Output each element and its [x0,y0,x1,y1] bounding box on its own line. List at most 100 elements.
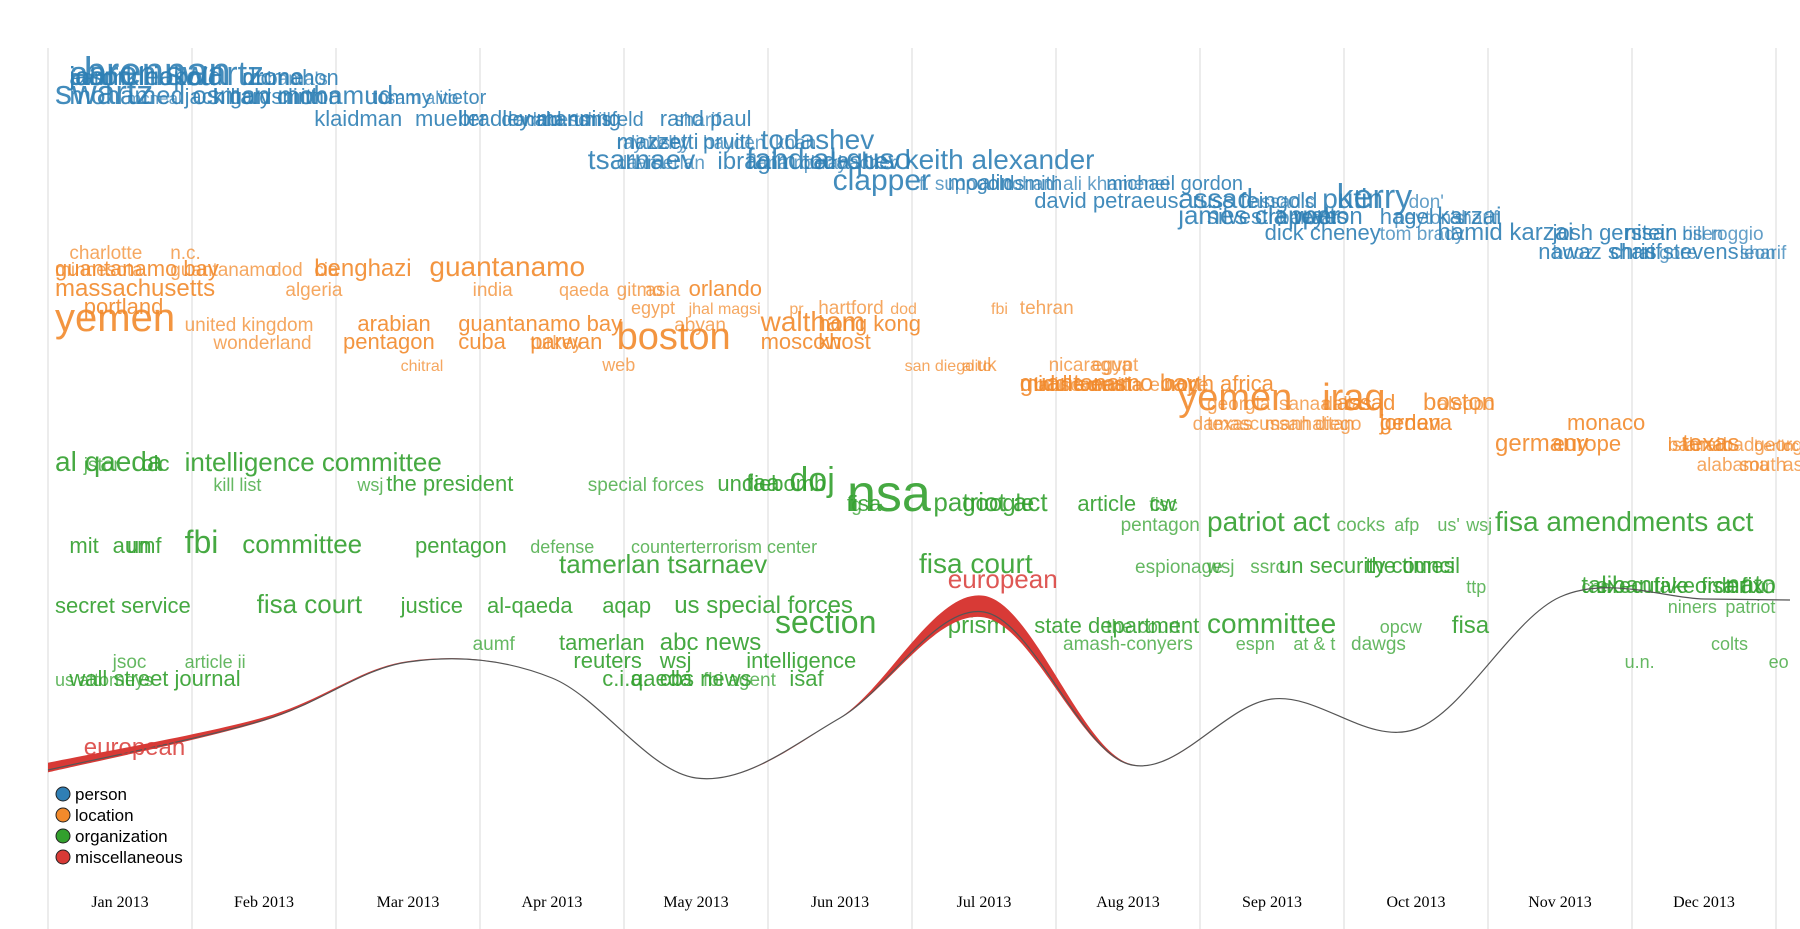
entity-label[interactable]: special forces [588,475,704,496]
entity-label[interactable]: ccc [1783,438,1800,455]
entity-label[interactable]: south [1740,455,1786,476]
entity-label[interactable]: moalin [948,170,1013,195]
entity-label[interactable]: counterterrorism center [631,537,817,557]
entity-label[interactable]: al qaeda [55,446,163,477]
entity-label[interactable]: india [473,280,514,301]
entity-label[interactable]: hillary clinton [213,84,340,109]
entity-label[interactable]: rohani [1005,174,1058,195]
entity-label[interactable]: ali khamenei [1063,174,1170,195]
entity-label[interactable]: chris stevens [1610,239,1738,264]
entity-label[interactable]: aumf [473,634,516,655]
entity-label[interactable]: drone [242,64,303,91]
entity-label[interactable]: mcneal [127,89,182,108]
entity-label[interactable]: guantanamo [429,251,585,282]
entity-label[interactable]: reuters [573,648,641,673]
entity-label[interactable]: executive order [1596,573,1746,598]
entity-label[interactable]: dana rohrabacher [746,153,897,174]
entity-label[interactable]: doj [789,461,834,499]
entity-label[interactable]: yemen [55,296,175,340]
entity-label[interactable]: lindsey [631,133,691,154]
entity-label[interactable]: bandar [1279,208,1339,229]
entity-label[interactable]: tom brady [1380,224,1465,245]
entity-label[interactable]: asia [645,280,680,301]
entity-label[interactable]: colts [1711,634,1748,654]
entity-label[interactable]: damascus [1193,414,1280,435]
entity-label[interactable]: the court [1106,617,1181,638]
entity-label[interactable]: ssrc [1250,557,1285,578]
entity-label[interactable]: benghazi [314,255,411,282]
entity-label[interactable]: tamerlan [631,153,705,174]
entity-label[interactable]: david petraeus [1034,188,1178,213]
entity-label[interactable]: peyton's [1394,208,1464,229]
entity-label[interactable]: don' [1409,192,1444,213]
entity-label[interactable]: patriot [1725,597,1775,617]
entity-label[interactable]: khan [775,133,816,154]
entity-label[interactable]: c.i.a. [602,666,648,691]
entity-label[interactable]: goldsmith [977,173,1063,195]
entity-label[interactable]: san diego [1279,414,1361,435]
entity-label[interactable]: espn [1236,634,1275,654]
entity-label[interactable]: fisa court [919,548,1033,579]
entity-label[interactable]: dod [271,260,303,281]
entity-label[interactable]: berlin [1754,438,1793,455]
entity-label[interactable]: davis [617,153,661,174]
entity-label[interactable]: san diego [905,358,974,375]
entity-label[interactable]: amash-conyers [1063,634,1193,655]
entity-label[interactable]: the president [386,471,513,496]
entity-label[interactable]: bradley manning [458,106,621,131]
entity-label[interactable]: jstor [83,455,121,476]
entity-label[interactable]: europe [1149,375,1208,396]
entity-label[interactable]: nisar [1625,220,1673,245]
entity-label[interactable]: cbs news [660,666,752,691]
entity-label[interactable]: faa [746,470,780,497]
entity-label[interactable]: ttp [1466,577,1486,597]
entity-label[interactable]: assad [1178,183,1253,214]
entity-label[interactable]: qaeda [631,666,693,691]
entity-label[interactable]: brennan [84,50,231,94]
entity-label[interactable]: middle east [1020,371,1133,396]
entity-label[interactable]: wsj [659,648,692,673]
entity-label[interactable]: the times [1365,553,1454,578]
entity-label[interactable]: wonderland [212,333,311,354]
entity-label[interactable]: pruitt [703,129,752,154]
entity-label[interactable]: khost [818,329,871,354]
entity-label[interactable]: dick cheney [1265,220,1381,245]
entity-label[interactable]: roberts [530,110,589,131]
entity-label[interactable]: kill list [213,475,261,495]
entity-label[interactable]: abyan [674,315,726,336]
entity-label[interactable]: waltham [760,306,865,337]
entity-label[interactable]: josh gerstein [1552,220,1678,245]
entity-label[interactable]: pentagon [415,533,507,558]
entity-label[interactable]: islamabad [1668,435,1755,456]
entity-label[interactable]: mit [69,533,98,558]
entity-label[interactable]: dawgs [1351,634,1406,655]
entity-label[interactable]: sharif [1740,243,1787,264]
entity-label[interactable]: defense [530,537,594,557]
entity-label[interactable]: texas [1207,414,1252,435]
entity-label[interactable]: tamerlan tsarnaev [559,549,767,579]
entity-label[interactable]: undiebomb [717,471,826,496]
entity-label[interactable]: intelligence [746,648,856,673]
entity-label[interactable]: turkey [530,333,582,354]
entity-label[interactable]: perry [804,153,848,174]
entity-label[interactable]: fisa [1452,612,1490,639]
entity-label[interactable]: parwan [530,329,602,354]
entity-label[interactable]: aaron swartz [69,55,264,93]
entity-label[interactable]: wsj [1206,557,1234,578]
entity-label[interactable]: hong kong [818,311,921,336]
entity-label[interactable]: intelligence committee [185,447,442,477]
entity-label[interactable]: rand paul [660,106,752,131]
entity-label[interactable]: tsarnaev [588,144,695,175]
entity-label[interactable]: guantanamo bay [1020,370,1199,397]
entity-label[interactable]: donald rumsfeld [501,109,643,131]
entity-label[interactable]: us attorneys [55,670,153,690]
entity-label[interactable]: klaidman [314,106,402,131]
entity-label[interactable]: orlando [689,276,762,301]
entity-label[interactable]: moscow [761,329,842,354]
entity-label[interactable]: cia [314,260,339,281]
stream-label[interactable]: european [84,734,185,761]
entity-label[interactable]: portland [84,294,164,319]
entity-label[interactable]: pentagon [343,329,435,354]
entity-label[interactable]: sam alito [386,88,458,108]
entity-label[interactable]: sanaa [1279,394,1331,415]
